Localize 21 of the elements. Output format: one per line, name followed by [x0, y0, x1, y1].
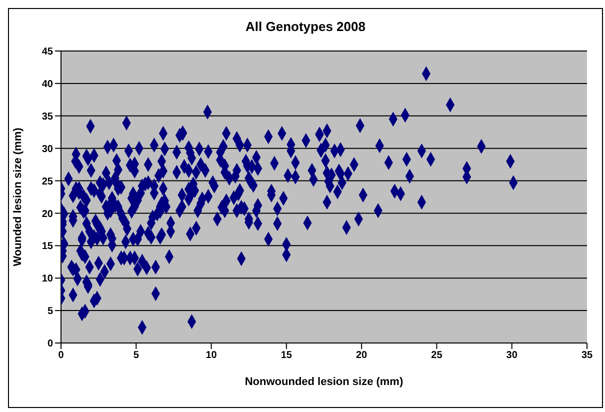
y-tick-label: 20	[42, 208, 54, 220]
x-tick-label: 0	[58, 350, 64, 362]
x-tick-label: 10	[206, 350, 218, 362]
x-tick-label: 35	[581, 350, 593, 362]
chart-title: All Genotypes 2008	[244, 18, 366, 36]
x-tick-label: 15	[280, 350, 292, 362]
y-tick-label: 0	[47, 338, 54, 350]
x-tick-label: 20	[356, 350, 368, 362]
x-tick-label: 5	[133, 350, 140, 362]
y-tick-label: 45	[42, 46, 54, 58]
x-tick-label: 30	[506, 350, 518, 362]
y-axis-title: Wounded lesion size (mm)	[12, 127, 24, 266]
x-axis-title: Nonwounded lesion size (mm)	[244, 376, 404, 388]
y-tick-label: 35	[42, 111, 54, 122]
y-tick-label: 25	[42, 176, 54, 188]
x-tick-label: 25	[431, 350, 443, 362]
y-tick-label: 40	[42, 78, 54, 90]
y-tick-label: 30	[42, 144, 54, 155]
y-tick-label: 10	[42, 274, 54, 285]
y-tick-label: 15	[42, 241, 54, 252]
y-tick-label: 5	[47, 306, 54, 318]
